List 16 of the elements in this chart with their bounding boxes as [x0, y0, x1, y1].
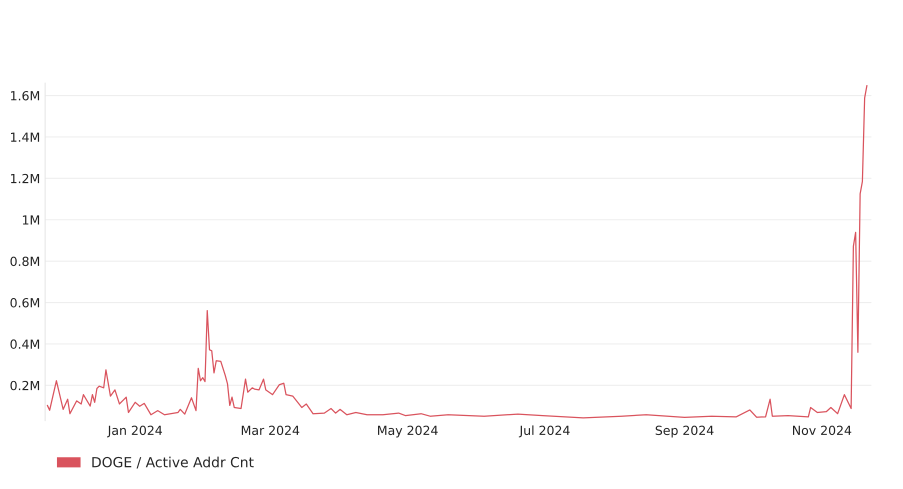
y-tick-label: 0.2M: [10, 380, 40, 390]
legend-label: DOGE / Active Addr Cnt: [92, 456, 254, 468]
y-tick-label: 1.4M: [11, 132, 40, 142]
line-series: [46, 84, 868, 418]
y-tick-label: 1M: [22, 215, 40, 224]
y-tick-label: 0.4M: [10, 339, 40, 349]
y-tick-label: 0.8M: [10, 256, 40, 266]
x-tick-label: Nov 2024: [793, 426, 852, 436]
x-tick-label: May 2024: [378, 426, 438, 438]
y-tick-label: 1.6M: [11, 91, 40, 100]
x-tick-label: Jul 2024: [518, 425, 570, 438]
x-tick-label: Sep 2024: [656, 426, 714, 438]
x-tick-label: Mar 2024: [242, 426, 300, 436]
y-tick-label: 0.6M: [10, 298, 40, 308]
x-tick-label: Jan 2024: [107, 426, 162, 438]
y-tick-label: 1.2M: [11, 174, 40, 184]
